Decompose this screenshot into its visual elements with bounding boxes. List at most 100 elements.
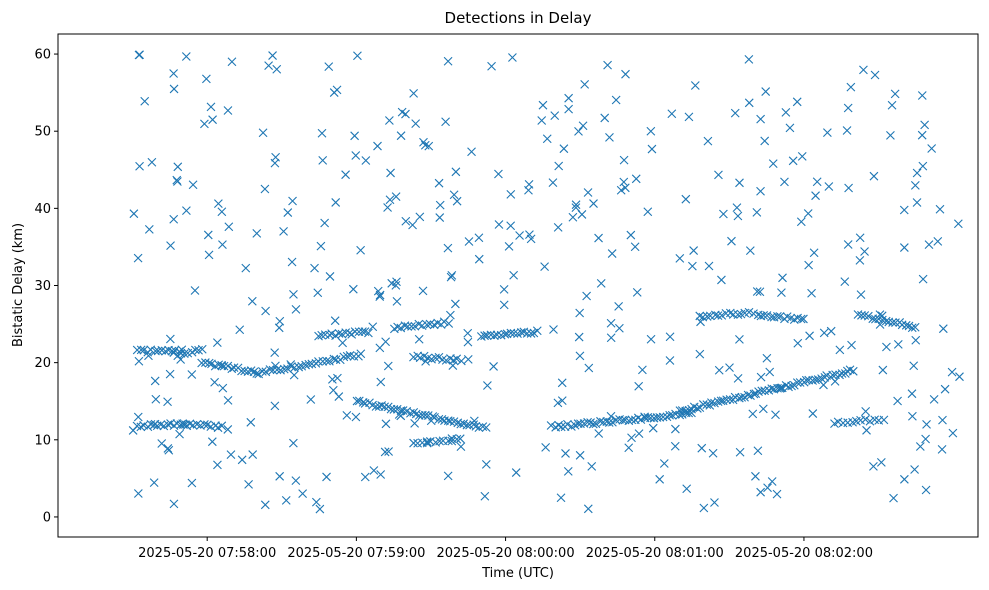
detection-marker bbox=[482, 331, 492, 340]
detection-marker bbox=[380, 447, 390, 457]
detection-marker bbox=[912, 198, 922, 207]
detection-marker bbox=[752, 208, 762, 217]
detection-marker bbox=[218, 240, 227, 250]
detection-marker bbox=[752, 287, 762, 296]
detection-marker bbox=[387, 278, 397, 288]
detection-marker bbox=[447, 436, 457, 446]
detection-marker bbox=[781, 108, 791, 117]
detection-marker bbox=[803, 209, 813, 218]
detection-marker bbox=[136, 422, 146, 432]
detection-marker bbox=[554, 420, 563, 430]
detection-marker bbox=[213, 460, 222, 470]
detection-marker bbox=[182, 206, 191, 216]
detection-marker bbox=[176, 355, 186, 364]
detection-marker bbox=[140, 96, 150, 106]
detection-marker bbox=[616, 185, 626, 195]
detection-marker bbox=[846, 82, 856, 92]
detection-marker bbox=[471, 422, 481, 431]
detection-marker bbox=[859, 65, 868, 75]
detection-marker bbox=[268, 365, 278, 375]
detection-marker bbox=[258, 128, 268, 138]
detection-marker bbox=[764, 385, 774, 395]
detection-marker bbox=[809, 248, 819, 258]
detection-marker bbox=[246, 417, 256, 427]
detection-marker bbox=[409, 88, 419, 98]
detection-marker bbox=[270, 348, 280, 358]
detection-marker bbox=[927, 144, 937, 153]
detection-marker bbox=[271, 152, 280, 162]
x-tick-label: 2025-05-20 08:02:00 bbox=[735, 546, 873, 561]
detection-marker bbox=[626, 230, 636, 240]
detection-marker bbox=[878, 365, 888, 375]
detection-marker bbox=[384, 116, 394, 125]
detection-marker bbox=[248, 450, 258, 459]
detection-marker bbox=[659, 459, 669, 468]
detection-marker bbox=[133, 412, 143, 422]
detection-marker bbox=[532, 326, 542, 336]
detection-marker bbox=[144, 351, 153, 361]
detection-marker bbox=[938, 415, 947, 425]
detection-marker bbox=[426, 416, 436, 426]
detection-marker bbox=[557, 396, 567, 405]
detection-marker bbox=[271, 361, 280, 371]
detection-marker bbox=[862, 425, 871, 435]
detection-marker bbox=[665, 332, 675, 342]
detection-marker bbox=[582, 291, 592, 301]
detection-marker bbox=[638, 365, 647, 375]
detection-marker bbox=[407, 321, 416, 331]
detection-marker bbox=[574, 126, 583, 136]
detection-marker bbox=[681, 194, 691, 204]
detection-marker bbox=[756, 372, 766, 382]
detection-marker bbox=[392, 277, 401, 287]
detection-marker bbox=[504, 242, 514, 251]
y-tick-label: 30 bbox=[34, 279, 51, 294]
detection-marker bbox=[376, 470, 386, 479]
detection-marker bbox=[210, 377, 219, 387]
detection-marker bbox=[394, 410, 404, 419]
detection-marker bbox=[360, 472, 370, 482]
detection-marker bbox=[252, 229, 262, 238]
detection-marker bbox=[478, 422, 488, 432]
detection-marker bbox=[860, 415, 870, 424]
detection-marker bbox=[462, 420, 472, 430]
detection-marker bbox=[756, 114, 766, 124]
detection-marker bbox=[619, 177, 629, 187]
detection-marker bbox=[151, 394, 161, 404]
detection-marker bbox=[596, 278, 606, 288]
detection-marker bbox=[844, 183, 853, 193]
detection-marker bbox=[169, 499, 179, 509]
detection-marker bbox=[891, 318, 900, 327]
detection-marker bbox=[605, 132, 614, 142]
detection-marker bbox=[947, 367, 957, 377]
detection-marker bbox=[289, 290, 298, 299]
detection-marker bbox=[287, 257, 297, 267]
detection-marker bbox=[879, 415, 889, 425]
detection-marker bbox=[546, 421, 556, 430]
detection-marker bbox=[559, 144, 569, 154]
detection-marker bbox=[611, 415, 621, 425]
detection-marker bbox=[588, 419, 598, 429]
detection-marker bbox=[776, 383, 786, 393]
detection-marker bbox=[583, 188, 593, 197]
detection-marker bbox=[315, 504, 325, 514]
detection-marker bbox=[795, 378, 805, 387]
detection-marker bbox=[375, 292, 385, 301]
detection-marker bbox=[157, 439, 167, 448]
detection-marker bbox=[375, 343, 385, 353]
detection-marker bbox=[338, 338, 348, 348]
detection-marker bbox=[447, 270, 457, 280]
detection-marker bbox=[890, 89, 900, 99]
detection-marker bbox=[264, 61, 274, 71]
detection-marker bbox=[574, 332, 584, 342]
detection-marker bbox=[670, 424, 680, 434]
detection-marker bbox=[697, 443, 707, 453]
detection-marker bbox=[463, 355, 473, 364]
detection-marker bbox=[658, 412, 668, 422]
detection-marker bbox=[620, 183, 630, 193]
detection-marker bbox=[860, 247, 869, 256]
detection-marker bbox=[737, 393, 747, 402]
detection-marker bbox=[603, 60, 612, 70]
detection-marker bbox=[385, 195, 395, 205]
detection-marker bbox=[403, 322, 413, 331]
y-axis-title: Bistatic Delay (km) bbox=[11, 223, 26, 347]
